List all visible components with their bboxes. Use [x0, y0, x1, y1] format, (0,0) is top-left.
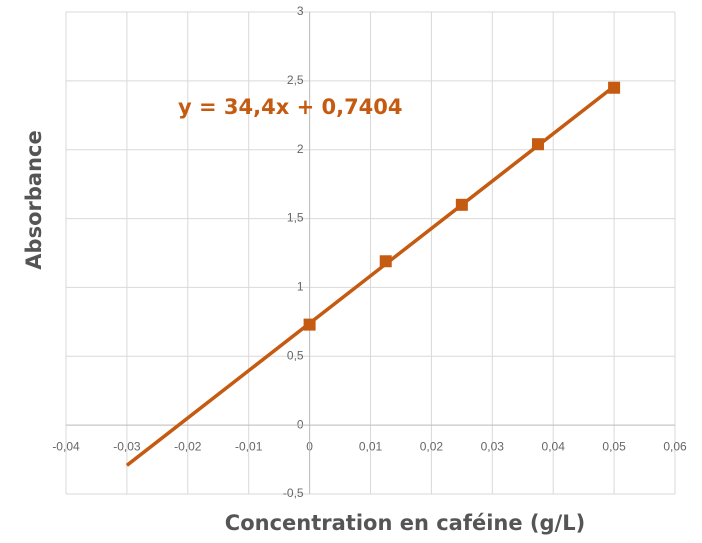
- marker: [455, 198, 468, 211]
- y-tick-label: 0: [297, 417, 304, 431]
- x-tick-label: 0,01: [359, 439, 383, 453]
- marker: [531, 138, 544, 151]
- marker: [303, 318, 316, 331]
- x-tick-label: 0,03: [481, 439, 505, 453]
- marker: [608, 81, 621, 94]
- x-tick-label: -0,02: [174, 439, 202, 453]
- y-tick-label: -0,5: [283, 486, 304, 500]
- equation: y = 34,4x + 0,7404: [178, 95, 403, 119]
- x-axis-title: Concentration en caféine (g/L): [225, 511, 585, 535]
- y-tick-label: 0,5: [287, 348, 304, 362]
- x-tick-label: 0,02: [420, 439, 444, 453]
- x-tick-label: -0,03: [113, 439, 141, 453]
- y-tick-label: 1: [297, 280, 304, 294]
- y-tick-label: 2,5: [287, 73, 304, 87]
- x-tick-label: 0,05: [602, 439, 626, 453]
- x-tick-label: -0,04: [52, 439, 80, 453]
- y-tick-label: 1,5: [287, 211, 304, 225]
- y-tick-label: 3: [297, 4, 304, 18]
- y-axis-title: Absorbance: [22, 130, 46, 269]
- x-tick-label: 0,06: [663, 439, 687, 453]
- x-tick-label: 0,04: [542, 439, 566, 453]
- y-tick-label: 2: [297, 142, 304, 156]
- marker: [379, 255, 392, 268]
- x-tick-label: -0,01: [235, 439, 263, 453]
